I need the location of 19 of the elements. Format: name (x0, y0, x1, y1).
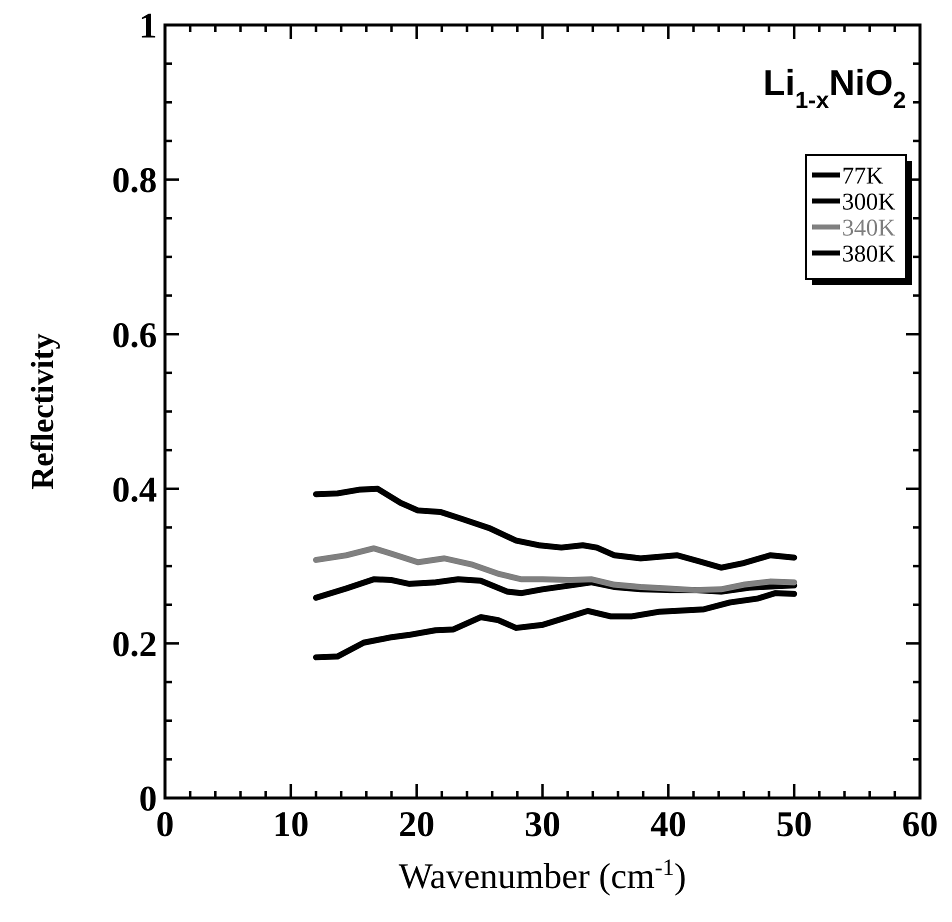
y-tick-label: 0.8 (112, 160, 157, 200)
legend-label: 77K (842, 163, 884, 190)
x-tick-label: 10 (272, 804, 309, 844)
legend-label: 380K (842, 241, 896, 268)
x-axis-title: Wavenumber (cm$^{-1}$) (398, 855, 686, 896)
legend-label: 300K (842, 189, 896, 216)
x-tick-label: 20 (398, 804, 435, 844)
legend-label: 340K (842, 215, 896, 242)
x-tick-label: 30 (524, 804, 560, 844)
y-tick-label: 0 (139, 778, 157, 819)
y-tick-label: 0.6 (112, 314, 157, 355)
y-tick-label: 0.2 (112, 624, 157, 664)
x-tick-label: 60 (902, 804, 938, 844)
y-axis-title: Reflectivity (24, 333, 60, 490)
y-tick-label: 0.4 (112, 469, 157, 510)
x-tick-label: 50 (776, 804, 812, 844)
x-tick-label: 40 (650, 804, 686, 844)
annotation: Li$_{1-x}$NiO$_{2}$ (763, 62, 906, 113)
y-tick-label: 1 (139, 6, 157, 46)
